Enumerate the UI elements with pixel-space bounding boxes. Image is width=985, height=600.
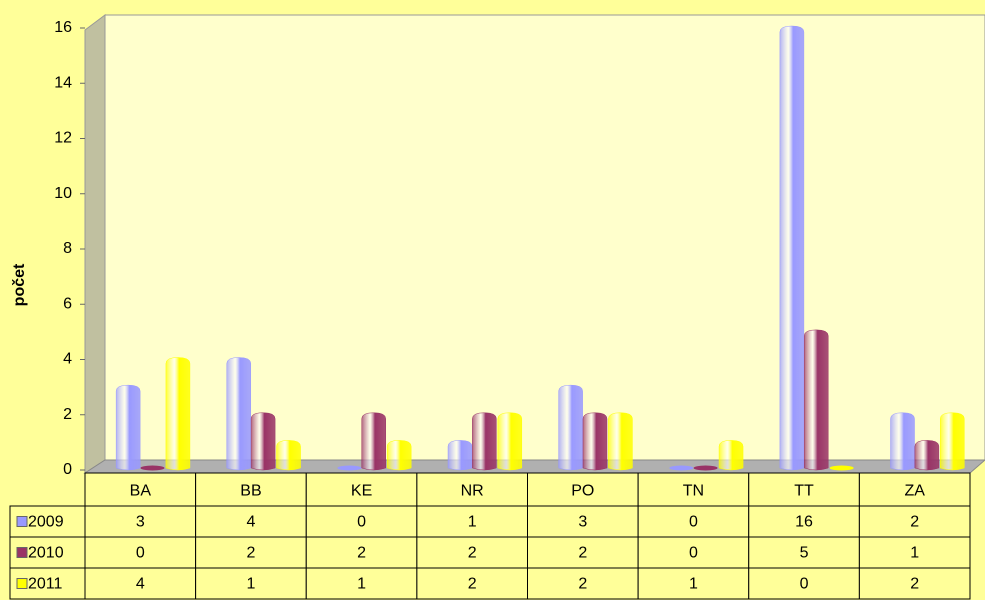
y-tick-label: 2	[63, 406, 72, 423]
x-tick-label: TT	[794, 483, 814, 500]
table-value: 4	[136, 576, 145, 593]
y-tick-label: 10	[54, 185, 72, 202]
table-cell	[527, 536, 639, 569]
table-value: 0	[136, 545, 145, 562]
bar	[497, 412, 523, 471]
y-tick-label: 4	[63, 351, 72, 368]
legend-label: 2010	[28, 545, 64, 562]
table-value: 0	[357, 514, 366, 531]
table-value: 0	[800, 576, 809, 593]
table-cell	[195, 536, 307, 569]
bar	[558, 384, 583, 471]
bar	[829, 465, 854, 471]
bar	[582, 412, 608, 471]
table-cell	[637, 567, 750, 600]
table-cell	[527, 472, 639, 507]
table-cell	[637, 505, 750, 538]
table-cell	[84, 472, 197, 507]
y-tick-label: 0	[63, 461, 72, 478]
table-cell	[84, 536, 197, 569]
bar	[890, 412, 915, 471]
table-value: 0	[689, 514, 698, 531]
table-cell	[858, 472, 971, 507]
bar	[718, 440, 744, 471]
bar	[693, 465, 718, 471]
bar	[386, 440, 412, 471]
bar	[669, 465, 694, 471]
table-value: 1	[468, 514, 477, 531]
legend-swatch	[16, 578, 28, 589]
table-value: 2	[910, 576, 919, 593]
table-value: 2	[357, 545, 366, 562]
y-tick-label: 6	[63, 295, 72, 312]
table-value: 16	[795, 514, 813, 531]
bar	[250, 412, 276, 471]
table-value: 2	[468, 576, 477, 593]
table-cell	[416, 505, 528, 538]
bar	[779, 25, 805, 471]
bar	[276, 440, 301, 471]
bar	[140, 465, 165, 471]
bar	[115, 384, 141, 471]
bar	[940, 412, 965, 471]
table-cell	[195, 505, 307, 538]
table-value: 1	[689, 576, 698, 593]
table-value: 3	[578, 514, 587, 531]
bar	[361, 412, 386, 471]
y-tick-label: 14	[54, 74, 72, 91]
table-cell	[748, 472, 860, 507]
bar	[608, 412, 633, 471]
table-value: 2	[578, 576, 587, 593]
y-tick-label: 12	[54, 130, 72, 147]
table-cell	[305, 567, 418, 600]
table-value: 1	[910, 545, 919, 562]
legend-cell	[9, 505, 86, 538]
bar	[165, 357, 191, 471]
x-tick-label: NR	[461, 483, 484, 500]
bar	[337, 465, 362, 471]
table-value: 2	[578, 545, 587, 562]
table-value: 3	[136, 514, 145, 531]
table-cell	[637, 536, 750, 569]
x-tick-label: ZA	[904, 483, 925, 500]
table-cell	[748, 536, 860, 569]
table-cell	[748, 567, 860, 600]
table-cell	[858, 536, 971, 569]
legend-swatch	[16, 547, 28, 558]
table-value: 5	[800, 545, 809, 562]
legend-swatch	[16, 516, 28, 527]
table-cell	[527, 505, 639, 538]
x-tick-label: BB	[240, 483, 261, 500]
x-tick-label: BA	[130, 483, 152, 500]
bar	[226, 357, 252, 471]
bar	[914, 440, 940, 471]
table-value: 4	[246, 514, 255, 531]
table-value: 1	[357, 576, 366, 593]
legend-label: 2011	[28, 576, 63, 593]
table-value: 1	[246, 576, 255, 593]
table-cell	[527, 567, 639, 600]
table-cell	[748, 505, 860, 538]
table-value: 2	[910, 514, 919, 531]
legend-label: 2009	[28, 514, 64, 531]
y-axis-title: počet	[11, 263, 28, 306]
table-cell	[858, 567, 971, 600]
table-value: 2	[246, 545, 255, 562]
bar	[472, 412, 497, 471]
y-tick-label: 8	[63, 240, 72, 257]
side-wall	[84, 14, 106, 474]
bar	[803, 329, 829, 471]
y-tick-label: 16	[54, 19, 72, 36]
bar	[447, 440, 473, 471]
table-cell	[305, 472, 418, 507]
table-value: 2	[468, 545, 477, 562]
table-value: 0	[689, 545, 698, 562]
table-cell	[858, 505, 971, 538]
x-tick-label: TN	[683, 483, 704, 500]
table-cell	[84, 567, 197, 600]
x-tick-label: KE	[351, 483, 372, 500]
x-tick-label: PO	[571, 483, 594, 500]
